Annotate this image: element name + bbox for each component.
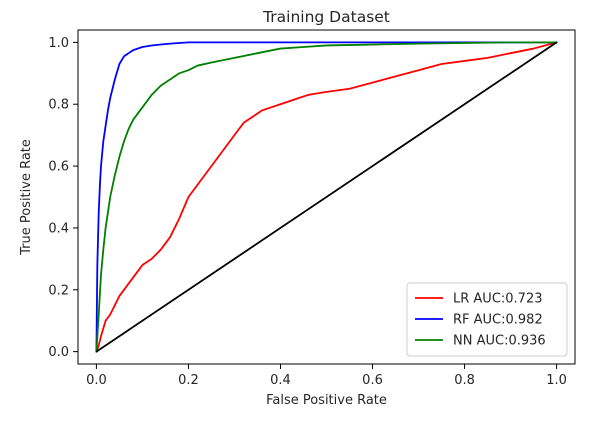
- x-axis-label: False Positive Rate: [266, 393, 387, 408]
- x-axis-ticks: 0.0 0.2 0.4 0.6 0.8 1.0: [86, 364, 567, 388]
- x-tick-label: 0.4: [270, 373, 291, 388]
- y-tick-label: 0.0: [48, 345, 69, 360]
- series-line-nn: [95, 41, 558, 353]
- x-tick-label: 0.0: [86, 373, 107, 388]
- y-tick-label: 0.4: [48, 221, 69, 236]
- reference-diagonal-line: [95, 41, 558, 353]
- legend: LR AUC:0.723 RF AUC:0.982 NN AUC:0.936: [406, 282, 568, 357]
- x-tick-label: 1.0: [546, 373, 567, 388]
- legend-entry: LR AUC:0.723: [453, 292, 543, 307]
- legend-entry: RF AUC:0.982: [453, 313, 543, 328]
- x-tick-label: 0.2: [178, 373, 199, 388]
- chart-title: Training Dataset: [262, 8, 390, 26]
- x-tick-label: 0.6: [362, 373, 383, 388]
- y-axis-label: True Positive Rate: [19, 139, 34, 256]
- y-axis-ticks: 0.0 0.2 0.4 0.6 0.8 1.0: [48, 36, 78, 360]
- x-tick-label: 0.8: [454, 373, 475, 388]
- series-line-lr: [95, 41, 558, 353]
- y-tick-label: 0.6: [48, 160, 69, 175]
- y-tick-label: 0.2: [48, 283, 69, 298]
- y-tick-label: 0.8: [48, 98, 69, 113]
- series-layer: [95, 41, 558, 353]
- series-line-rf: [95, 41, 558, 353]
- legend-entry: NN AUC:0.936: [453, 334, 546, 349]
- y-tick-label: 1.0: [48, 36, 69, 51]
- legend-box: [406, 282, 568, 357]
